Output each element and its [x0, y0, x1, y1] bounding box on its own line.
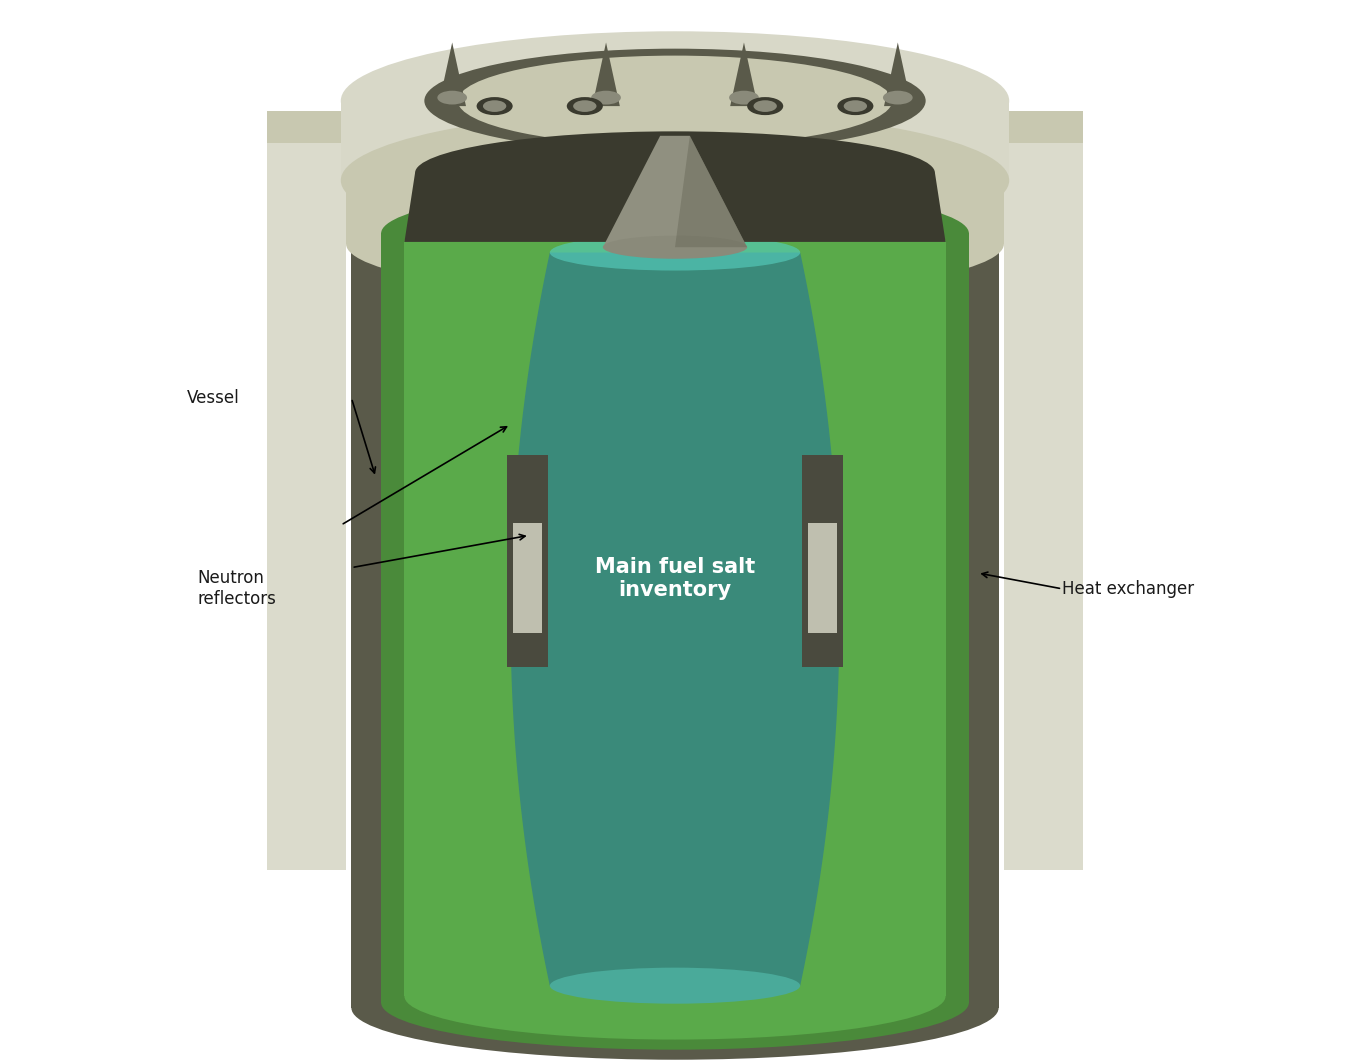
Polygon shape [266, 111, 346, 143]
Ellipse shape [414, 132, 936, 214]
Polygon shape [266, 143, 346, 870]
Ellipse shape [424, 49, 926, 153]
Text: Main fuel salt
inventory: Main fuel salt inventory [595, 557, 755, 599]
Polygon shape [513, 523, 543, 632]
Polygon shape [603, 136, 747, 247]
Polygon shape [405, 173, 945, 242]
Text: Vessel: Vessel [186, 389, 240, 406]
Ellipse shape [567, 98, 603, 116]
Polygon shape [510, 253, 840, 986]
Polygon shape [807, 523, 837, 632]
Polygon shape [340, 101, 1010, 180]
Ellipse shape [844, 101, 867, 112]
Polygon shape [802, 454, 842, 667]
Polygon shape [675, 136, 747, 247]
Ellipse shape [837, 98, 873, 116]
Ellipse shape [603, 236, 747, 259]
Ellipse shape [381, 187, 969, 280]
Polygon shape [346, 159, 1004, 244]
Ellipse shape [574, 101, 597, 112]
Ellipse shape [729, 91, 759, 104]
Polygon shape [508, 454, 548, 667]
Polygon shape [730, 42, 757, 106]
Ellipse shape [405, 953, 945, 1040]
Polygon shape [593, 42, 620, 106]
Polygon shape [1004, 111, 1084, 143]
Ellipse shape [437, 91, 467, 104]
Ellipse shape [351, 956, 999, 1060]
Ellipse shape [340, 31, 1010, 171]
Ellipse shape [381, 956, 969, 1049]
Polygon shape [351, 170, 999, 1008]
Polygon shape [381, 233, 969, 1003]
Ellipse shape [591, 91, 621, 104]
Polygon shape [1004, 143, 1084, 870]
Ellipse shape [747, 98, 783, 116]
Ellipse shape [351, 118, 999, 222]
Ellipse shape [549, 968, 801, 1004]
Ellipse shape [753, 101, 776, 112]
Ellipse shape [346, 106, 1004, 212]
Ellipse shape [340, 110, 1010, 250]
Text: Heat exchanger: Heat exchanger [1062, 580, 1195, 597]
Ellipse shape [483, 101, 506, 112]
Ellipse shape [883, 91, 913, 104]
Text: Neutron
reflectors: Neutron reflectors [197, 570, 277, 608]
Ellipse shape [458, 55, 892, 146]
Ellipse shape [477, 98, 513, 116]
Polygon shape [405, 242, 945, 996]
Ellipse shape [405, 198, 945, 285]
Polygon shape [884, 42, 911, 106]
Ellipse shape [549, 234, 801, 271]
Ellipse shape [346, 191, 1004, 297]
Polygon shape [439, 42, 466, 106]
